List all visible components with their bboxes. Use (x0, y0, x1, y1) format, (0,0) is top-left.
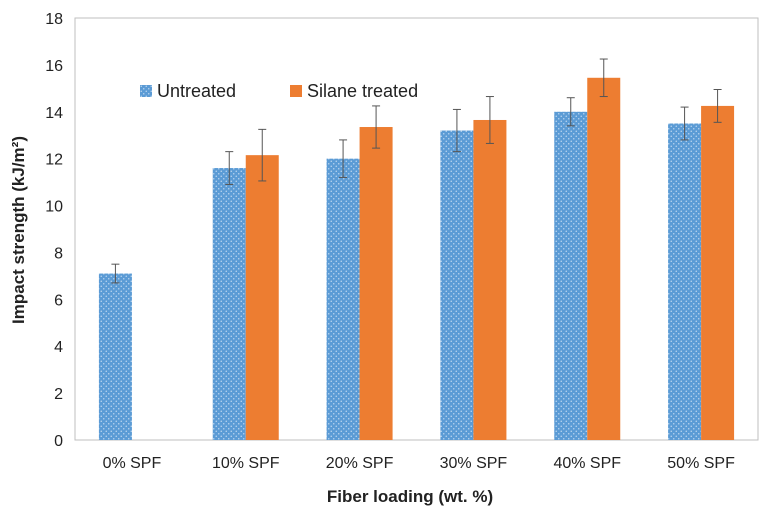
bar-untreated-4 (554, 111, 588, 441)
bar-silane-treated-4 (587, 77, 621, 441)
y-tick-label: 16 (45, 58, 63, 75)
error-bar (258, 128, 267, 182)
legend-label-untreated: Untreated (157, 81, 236, 101)
x-axis-ticks: 0% SPF 10% SPF 20% SPF 30% SPF 40% SPF 50% SP… (103, 455, 736, 472)
bar-silane-treated-1 (245, 155, 279, 440)
bars (98, 77, 735, 441)
legend-label-silane-treated: Silane treated (307, 81, 418, 101)
bar-silane-treated-2 (359, 127, 393, 441)
bar-untreated-2 (326, 158, 360, 440)
x-tick-label: 50% SPF (667, 455, 735, 472)
bar-silane-treated-5 (701, 105, 735, 441)
error-bar (225, 151, 234, 185)
bar-untreated-5 (668, 123, 702, 440)
y-tick-label: 6 (54, 292, 63, 309)
legend-swatch-silane-treated (290, 85, 302, 97)
y-tick-label: 12 (45, 152, 63, 169)
y-tick-label: 0 (54, 433, 63, 450)
legend: Untreated Silane treated (140, 81, 418, 101)
error-bar (566, 97, 575, 127)
error-bars (111, 58, 722, 284)
legend-swatch-untreated (140, 85, 152, 97)
x-tick-label: 0% SPF (103, 455, 162, 472)
bar-untreated-0 (98, 273, 132, 440)
y-tick-label: 18 (45, 11, 63, 28)
bar-untreated-1 (212, 168, 246, 441)
x-tick-label: 30% SPF (440, 455, 508, 472)
error-bar (339, 139, 348, 178)
x-tick-label: 10% SPF (212, 455, 280, 472)
error-bar (452, 108, 461, 153)
bar-untreated-3 (440, 130, 474, 441)
y-tick-label: 14 (45, 105, 63, 122)
error-bar (372, 105, 381, 149)
error-bar (485, 96, 494, 144)
bar-silane-treated-3 (473, 119, 507, 440)
y-tick-label: 8 (54, 245, 63, 262)
x-tick-label: 40% SPF (553, 455, 621, 472)
y-tick-label: 4 (54, 339, 63, 356)
error-bar (111, 263, 120, 284)
y-tick-label: 2 (54, 386, 63, 403)
y-axis-title: Impact strength (kJ/m²) (9, 136, 28, 324)
error-bar (599, 58, 608, 98)
x-axis-title: Fiber loading (wt. %) (327, 487, 493, 506)
error-bar (680, 106, 689, 141)
plot-frame (74, 17, 759, 441)
error-bar (713, 89, 722, 123)
x-tick-label: 20% SPF (326, 455, 394, 472)
y-tick-label: 10 (45, 199, 63, 216)
y-axis-ticks: 0 2 4 6 8 10 12 14 16 18 (45, 11, 63, 450)
